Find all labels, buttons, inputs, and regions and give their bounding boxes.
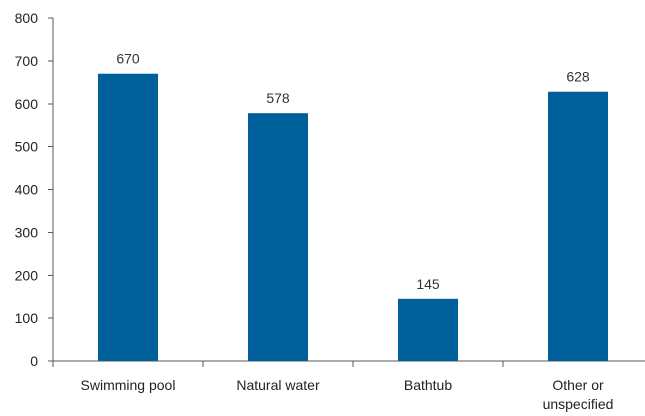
y-tick-label: 500: [15, 139, 39, 155]
data-label: 145: [416, 276, 440, 292]
y-tick-label: 100: [15, 310, 39, 326]
data-label: 670: [116, 51, 140, 67]
x-tick-label-line: unspecified: [543, 396, 614, 412]
bar: [398, 298, 458, 361]
bar: [548, 91, 608, 362]
data-label: 578: [266, 90, 290, 106]
x-tick-label: Natural water: [236, 377, 320, 393]
x-tick-label-line: Swimming pool: [81, 377, 176, 393]
y-tick-label: 0: [30, 353, 38, 369]
x-tick-label: Swimming pool: [81, 377, 176, 393]
y-tick-label: 800: [15, 10, 39, 26]
y-tick-label: 600: [15, 96, 39, 112]
bars: [98, 73, 608, 362]
x-tick-label-line: Natural water: [236, 377, 320, 393]
bar: [98, 73, 158, 362]
bar: [248, 113, 308, 362]
x-tick-label-line: Other or: [552, 377, 604, 393]
x-axis: Swimming pool Natural water Bathtub Other o…: [52, 360, 645, 412]
y-tick-label: 200: [15, 267, 39, 283]
x-tick-label-line: Bathtub: [404, 377, 452, 393]
y-tick-label: 700: [15, 53, 39, 69]
y-axis: 0 100 200 300 400 500 600 700 800: [15, 10, 54, 369]
x-tick-label: Bathtub: [404, 377, 452, 393]
y-tick-label: 300: [15, 224, 39, 240]
y-tick-label: 400: [15, 182, 39, 198]
x-tick-label: Other or unspecified: [543, 377, 614, 412]
data-label: 628: [566, 69, 590, 85]
data-labels: 670 578 145 628: [116, 51, 590, 292]
